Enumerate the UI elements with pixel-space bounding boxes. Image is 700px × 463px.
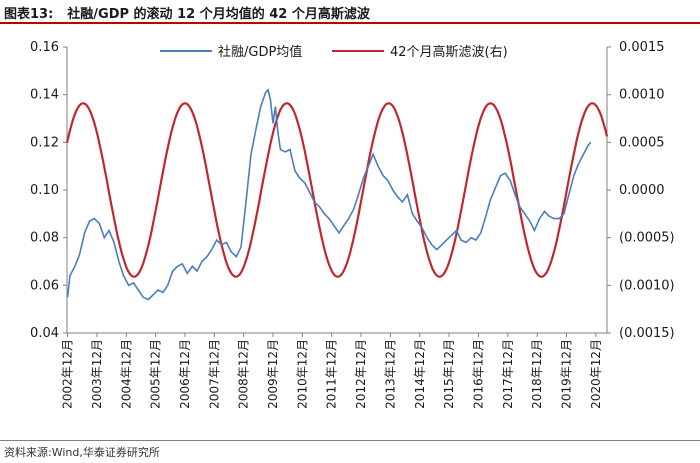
x-tick-label: 2002年12月 — [61, 339, 75, 409]
legend-label-gaussian: 42个月高斯滤波(右) — [390, 44, 508, 60]
right-y-tick-label: 0.0005 — [619, 135, 665, 150]
source-note: 资料来源:Wind,华泰证券研究所 — [4, 446, 160, 459]
title-rule — [0, 22, 700, 24]
left-y-tick-label: 0.08 — [30, 231, 59, 246]
x-tick-label: 2004年12月 — [119, 339, 133, 409]
left-y-tick-label: 0.06 — [30, 278, 59, 293]
chart-svg: 0.04 0.06 0.08 0.10 0.12 0.14 0.16 (0.0015) (0.0… — [30, 40, 675, 409]
x-tick-label: 2017年12月 — [501, 339, 515, 409]
series-gaussian-filter-line — [65, 102, 609, 278]
series-tsf-gdp-line — [66, 88, 592, 301]
x-tick-label: 2020年12月 — [589, 339, 603, 409]
x-tick-label: 2008年12月 — [237, 339, 251, 409]
figure-number: 图表13: — [4, 7, 54, 22]
x-tick-label: 2018年12月 — [530, 339, 544, 409]
right-y-tick-label: (0.0010) — [619, 278, 675, 293]
right-y-tick-label: (0.0015) — [619, 326, 675, 341]
source-rule — [0, 440, 700, 441]
left-y-tick-label: 0.16 — [30, 40, 59, 55]
x-tick-label: 2005年12月 — [149, 339, 163, 409]
x-tick-label: 2011年12月 — [325, 339, 339, 409]
left-y-tick-label: 0.14 — [30, 88, 59, 103]
right-y-tick-label: 0.0000 — [619, 183, 665, 198]
legend-label-tsf-gdp: 社融/GDP均值 — [218, 44, 302, 60]
right-y-tick-label: 0.0015 — [619, 40, 665, 55]
left-y-tick-label: 0.04 — [30, 326, 59, 341]
left-y-tick-label: 0.12 — [30, 135, 59, 150]
x-tick-label: 2009年12月 — [266, 339, 280, 409]
x-tick-label: 2006年12月 — [178, 339, 192, 409]
x-tick-label: 2012年12月 — [354, 339, 368, 409]
x-tick-label: 2003年12月 — [90, 339, 104, 409]
x-tick-label: 2010年12月 — [295, 339, 309, 409]
left-y-tick-label: 0.10 — [30, 183, 59, 198]
x-tick-label: 2016年12月 — [471, 339, 485, 409]
x-tick-label: 2019年12月 — [560, 339, 574, 409]
x-tick-label: 2015年12月 — [442, 339, 456, 409]
figure-title: 社融/GDP 的滚动 12 个月均值的 42 个月高斯滤波 — [67, 7, 370, 22]
right-y-tick-label: (0.0005) — [619, 231, 675, 246]
chart-title: 图表13: 社融/GDP 的滚动 12 个月均值的 42 个月高斯滤波 — [4, 3, 370, 22]
x-tick-label: 2013年12月 — [383, 339, 397, 409]
right-y-tick-label: 0.0010 — [619, 88, 665, 103]
x-tick-label: 2014年12月 — [413, 339, 427, 409]
x-tick-label: 2007年12月 — [207, 339, 221, 409]
